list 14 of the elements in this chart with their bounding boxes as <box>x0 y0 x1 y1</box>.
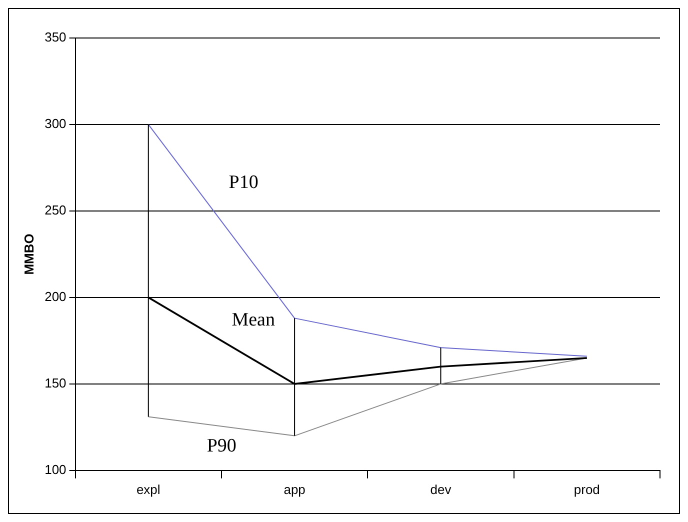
series-label: Mean <box>232 310 276 331</box>
y-tick-label: 350 <box>44 30 66 45</box>
y-axis-title: MMBO <box>21 234 36 275</box>
y-tick-label: 150 <box>44 376 66 390</box>
x-tick-label: expl <box>136 482 160 497</box>
y-tick-label: 200 <box>44 289 66 304</box>
y-tick-label: 300 <box>44 116 66 132</box>
x-tick-label: prod <box>574 482 600 497</box>
series-label: P10 <box>228 172 258 194</box>
y-tick-label: 100 <box>44 462 66 477</box>
series-label: P90 <box>206 435 236 456</box>
x-tick-label: app <box>284 482 306 497</box>
x-tick-label: dev <box>430 482 452 497</box>
y-tick-label: 250 <box>44 202 66 218</box>
